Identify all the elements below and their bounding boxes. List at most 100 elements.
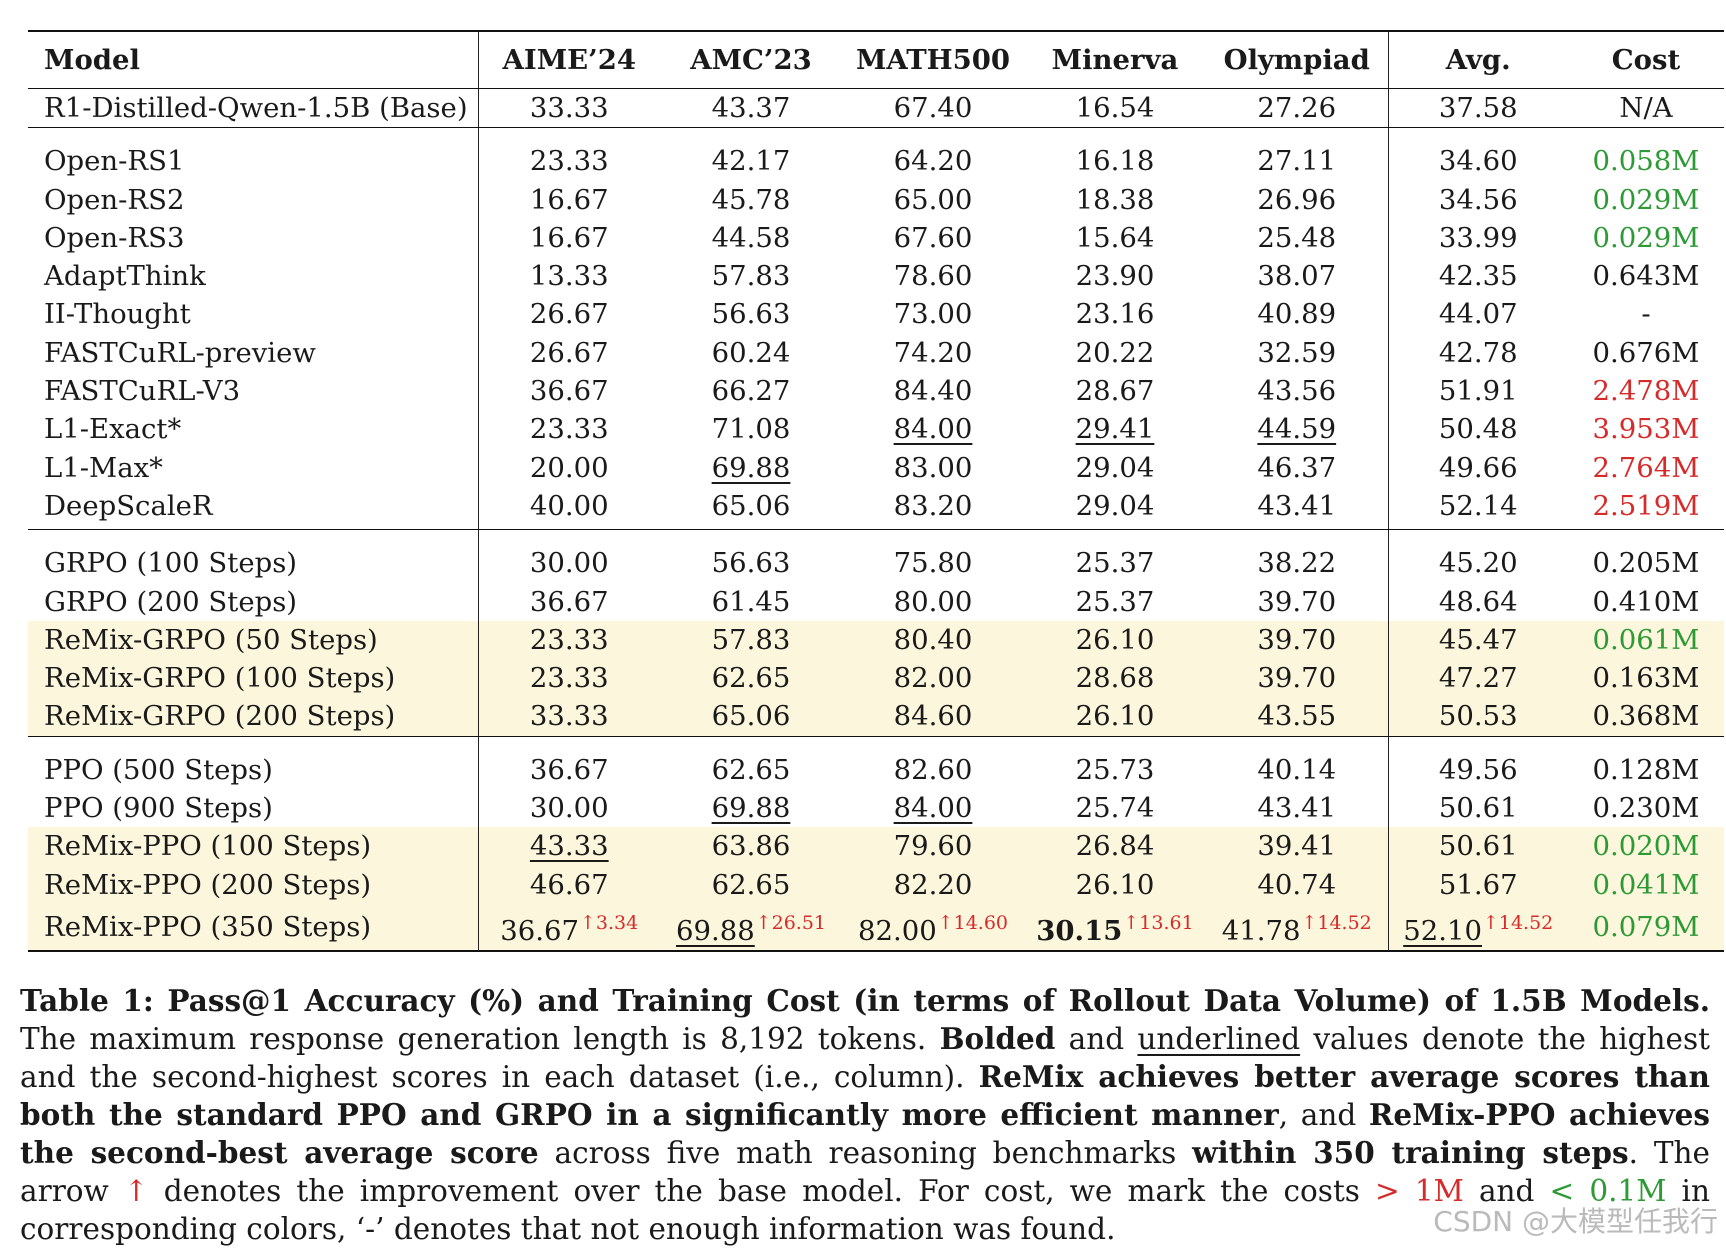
cell-olympiad: 40.14	[1206, 736, 1389, 790]
cell-cost: 0.061M	[1568, 620, 1724, 660]
caption-bolded-word: Bolded	[939, 1021, 1056, 1056]
cell-cost: 0.410M	[1592, 585, 1700, 618]
cell-value: 36.67	[500, 914, 579, 947]
improvement-delta: ↑26.51	[755, 911, 827, 934]
caption-label: Table 1: Pass@1 Accuracy (%) and Trainin…	[20, 983, 1710, 1018]
table-caption: Table 1: Pass@1 Accuracy (%) and Trainin…	[20, 982, 1710, 1248]
caption-text: denotes the improvement over the base mo…	[148, 1174, 1376, 1208]
cell-avg: 47.27	[1388, 659, 1568, 698]
cell-amc23: 69.88	[660, 449, 842, 487]
cell-math500: 80.40	[842, 620, 1024, 660]
table-row: GRPO (100 Steps) 30.00 56.63 75.80 25.37…	[28, 529, 1724, 583]
cell-aime24: 33.33	[478, 697, 660, 737]
cell-math500: 82.20	[842, 865, 1024, 904]
cell-aime24: 26.67	[529, 298, 609, 331]
model-name: R1-Distilled-Qwen-1.5B (Base)	[28, 88, 479, 129]
model-name: DeepScaleR	[28, 486, 479, 531]
cell-amc23: 44.58	[711, 221, 791, 254]
cell-avg: 42.35	[1438, 260, 1518, 293]
cell-aime24: 36.67	[529, 375, 609, 408]
cell-olympiad: 26.96	[1206, 180, 1389, 219]
caption-text: The maximum response generation length i…	[20, 1022, 940, 1056]
cell-avg: 45.20	[1438, 547, 1518, 580]
cell-amc23: 69.88	[660, 789, 842, 827]
table-row: GRPO (200 Steps) 36.67 61.45 80.00 25.37…	[28, 582, 1724, 621]
cell-amc23: 60.24	[711, 336, 791, 369]
caption-text: across five math reasoning benchmarks	[538, 1136, 1193, 1170]
header-model: Model	[28, 30, 479, 89]
cell-cost: 0.643M	[1592, 260, 1700, 293]
cell-aime24: 30.00	[529, 547, 609, 580]
cell-minerva: 26.10	[1024, 865, 1206, 904]
cell-amc23: 43.37	[660, 88, 842, 129]
cell-minerva: 18.38	[1075, 183, 1155, 216]
cell-amc23: 42.17	[711, 145, 791, 178]
cell-minerva: 15.64	[1075, 221, 1155, 254]
cell-aime24: 30.00	[529, 792, 609, 825]
cell-aime24: 26.67	[529, 336, 609, 369]
cell-amc23: 66.27	[711, 375, 791, 408]
improvement-delta: ↑3.34	[580, 911, 639, 934]
cell-aime24: 23.33	[529, 145, 609, 178]
cell-minerva: 25.37	[1075, 547, 1155, 580]
cell-aime24: 13.33	[529, 260, 609, 293]
cell-math500: 84.60	[842, 697, 1024, 737]
cell-math500: 84.00	[842, 410, 1024, 448]
cell-value: 69.88	[675, 914, 755, 947]
cell-avg: 44.07	[1438, 298, 1518, 331]
cell-amc23: 65.06	[660, 697, 842, 737]
cell-avg: 50.61	[1388, 827, 1568, 866]
cell-amc23: 56.63	[711, 298, 791, 331]
caption-arrow-icon: ↑	[123, 1174, 149, 1208]
caption-emphasis: within 350 training steps	[1192, 1135, 1629, 1170]
cell-avg: 42.78	[1438, 336, 1518, 369]
cell-avg: 34.56	[1438, 183, 1518, 216]
cell-avg: 48.64	[1438, 585, 1518, 618]
header-row: Model AIME’24 AMC’23 MATH500 Minerva Oly…	[28, 30, 1724, 89]
cell-minerva: 25.37	[1075, 585, 1155, 618]
improvement-delta: ↑14.60	[937, 911, 1009, 934]
table-row-remix: ReMix-GRPO (100 Steps) 23.33 62.65 82.00…	[28, 659, 1724, 698]
table-row: FASTCuRL-V3 36.67 66.27 84.40 28.67 43.5…	[28, 372, 1724, 411]
cell-cost: 0.041M	[1568, 865, 1724, 904]
model-name: ReMix-PPO (100 Steps)	[28, 827, 479, 866]
cell-cost: 0.020M	[1568, 827, 1724, 866]
cell-avg: 50.48	[1438, 413, 1518, 446]
cell-olympiad: 38.22	[1206, 529, 1389, 583]
model-name: GRPO (200 Steps)	[28, 582, 479, 621]
cell-math500: 83.00	[893, 451, 973, 484]
header-math500: MATH500	[842, 30, 1024, 89]
cell-aime24: 43.33	[478, 827, 660, 866]
cell-amc23: 69.88↑26.51	[660, 903, 842, 953]
cell-value: 69.88	[711, 792, 791, 825]
cell-math500: 82.00	[842, 659, 1024, 698]
caption-emphasis: ReMix-PPO achieves the second-best avera…	[20, 1097, 1710, 1170]
caption-text: values denote the highest and the second…	[20, 1022, 1710, 1094]
cell-amc23: 57.83	[711, 260, 791, 293]
cell-value: 30.15	[1036, 914, 1123, 947]
cell-olympiad: 46.37	[1206, 448, 1389, 487]
model-name: ReMix-PPO (350 Steps)	[28, 903, 479, 953]
cell-minerva: 28.67	[1075, 375, 1155, 408]
cell-math500: 84.00	[842, 789, 1024, 827]
model-name: L1-Exact*	[28, 410, 479, 449]
cell-cost: 0.058M	[1592, 145, 1700, 178]
caption-text: , and	[1278, 1098, 1369, 1132]
table-row: Open-RS1 23.33 42.17 64.20 16.18 27.11 3…	[28, 127, 1724, 181]
cell-olympiad: 39.70	[1206, 620, 1389, 660]
cell-math500: 82.00↑14.60	[842, 903, 1024, 953]
cell-aime24: 23.33	[478, 659, 660, 698]
improvement-delta: ↑13.61	[1123, 911, 1194, 934]
model-name: L1-Max*	[28, 448, 479, 487]
caption-text: . The arrow	[20, 1136, 1711, 1208]
cell-minerva: 25.73	[1075, 753, 1155, 786]
table-row: PPO (500 Steps) 36.67 62.65 82.60 25.73 …	[28, 736, 1724, 790]
table-row: AdaptThink 13.33 57.83 78.60 23.90 38.07…	[28, 257, 1724, 296]
cell-amc23: 62.65	[711, 753, 791, 786]
caption-text: and	[1463, 1174, 1550, 1208]
cell-aime24: 20.00	[529, 451, 609, 484]
cell-aime24: 33.33	[478, 88, 660, 129]
cell-avg: 50.53	[1388, 697, 1568, 737]
cell-olympiad: 43.55	[1206, 697, 1389, 737]
cell-math500: 84.40	[893, 375, 973, 408]
